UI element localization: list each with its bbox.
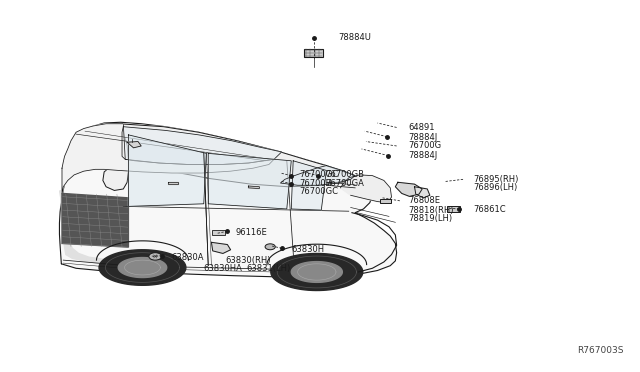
Polygon shape [127, 141, 141, 148]
Text: 63830A: 63830A [172, 253, 204, 262]
Text: 78818(RH): 78818(RH) [408, 206, 454, 215]
FancyBboxPatch shape [212, 230, 225, 235]
Polygon shape [99, 250, 186, 285]
Circle shape [265, 244, 275, 250]
Text: 76700H: 76700H [300, 179, 333, 187]
Text: R767003S: R767003S [577, 346, 623, 355]
FancyBboxPatch shape [304, 48, 323, 57]
Polygon shape [211, 242, 230, 253]
Polygon shape [103, 124, 355, 190]
Circle shape [149, 253, 162, 260]
Text: 78884J: 78884J [408, 132, 437, 142]
Polygon shape [62, 193, 129, 247]
Polygon shape [291, 161, 326, 210]
Text: 78884J: 78884J [408, 151, 437, 160]
Polygon shape [291, 262, 342, 282]
Polygon shape [168, 182, 178, 184]
Polygon shape [248, 186, 259, 189]
FancyBboxPatch shape [447, 206, 460, 212]
Polygon shape [280, 166, 355, 185]
Text: 63830(RH): 63830(RH) [225, 256, 271, 265]
Text: 76895(RH): 76895(RH) [473, 175, 518, 184]
Polygon shape [396, 182, 422, 196]
Text: 63831(LH): 63831(LH) [246, 264, 291, 273]
Text: 76700GC: 76700GC [300, 187, 339, 196]
Text: 76700G: 76700G [408, 141, 441, 151]
Polygon shape [118, 257, 167, 278]
Polygon shape [60, 122, 397, 277]
Text: 76700GC: 76700GC [300, 170, 339, 179]
Polygon shape [129, 135, 206, 206]
Text: 63830H: 63830H [291, 245, 324, 254]
Text: 76700GB: 76700GB [325, 170, 364, 179]
Text: 78819(LH): 78819(LH) [408, 214, 452, 223]
FancyBboxPatch shape [380, 199, 391, 203]
Text: 76700GA: 76700GA [325, 179, 364, 187]
Text: 76808E: 76808E [408, 196, 440, 205]
Text: 76861C: 76861C [473, 205, 506, 214]
Polygon shape [271, 253, 363, 291]
Polygon shape [62, 124, 274, 194]
Text: 64891: 64891 [408, 123, 435, 132]
Polygon shape [415, 187, 430, 198]
Text: 96116E: 96116E [236, 228, 268, 237]
Text: 63830HA: 63830HA [204, 264, 243, 273]
Text: 76896(LH): 76896(LH) [473, 183, 518, 192]
Polygon shape [60, 190, 154, 267]
Text: 78884U: 78884U [338, 33, 371, 42]
Polygon shape [340, 175, 392, 203]
Polygon shape [208, 153, 291, 209]
Polygon shape [122, 127, 282, 164]
